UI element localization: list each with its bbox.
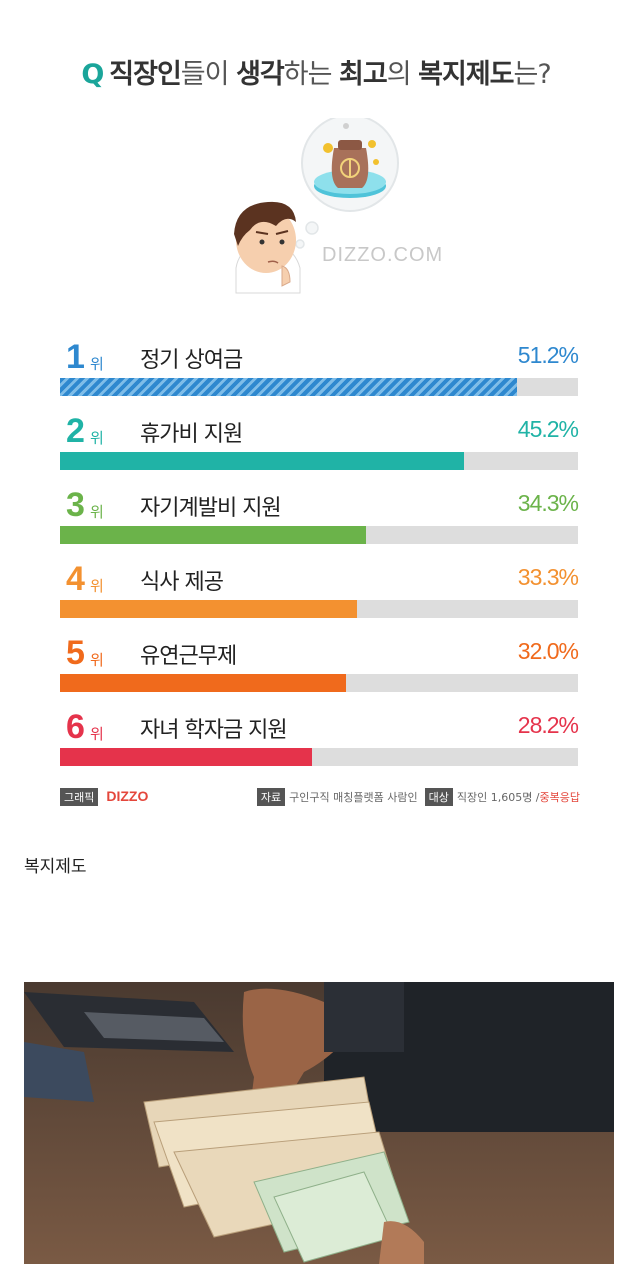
rank-unit: 위 (90, 725, 104, 743)
source-credit: 자료 구인구직 매칭플랫폼 사람인 대상 직장인 1,605명 /중복응답 (256, 788, 580, 806)
item-percent: 33.3% (517, 564, 579, 590)
rank-row: 3 위 자기계발비 지원 34.3% (60, 486, 579, 546)
bar-track (60, 674, 578, 692)
title-part6: 의 (386, 59, 419, 90)
thinking-man-illustration (234, 118, 399, 294)
brand-watermark: DIZZO.COM (322, 244, 444, 266)
rank-number: 5 (66, 634, 85, 672)
banknotes-icon (143, 1076, 410, 1263)
bar-fill (60, 452, 464, 470)
title-part8: 는? (513, 59, 552, 90)
rank-unit: 위 (90, 577, 104, 595)
rank-row: 2 위 휴가비 지원 45.2% (60, 412, 579, 472)
item-label: 정기 상여금 (140, 348, 243, 373)
chart-title: Q 직장인들이 생각하는 최고의 복지제도는? (0, 52, 632, 91)
bar-track (60, 452, 578, 470)
dizzo-logo: DIZZO (106, 788, 149, 804)
graphic-credit: 그래픽 DIZZO (60, 788, 148, 806)
thinking-man-icon (234, 201, 301, 294)
rank-unit: 위 (90, 355, 104, 373)
item-percent: 51.2% (517, 342, 579, 368)
source-text: 구인구직 매칭플랫폼 사람인 (289, 791, 418, 804)
target-text: 직장인 1,605명 / (456, 791, 540, 804)
bar-fill (60, 600, 357, 618)
title-part1: 직장인 (109, 59, 182, 90)
cash-handover-photo (24, 982, 614, 1264)
item-label: 자녀 학자금 지원 (140, 718, 288, 743)
rank-unit: 위 (90, 651, 104, 669)
source-tag: 자료 (256, 788, 286, 806)
target-note: 중복응답 (539, 791, 580, 804)
title-part3: 생각 (236, 59, 285, 90)
item-label: 식사 제공 (140, 570, 224, 595)
item-percent: 45.2% (517, 416, 579, 442)
rank-number: 6 (66, 708, 85, 746)
title-part5: 최고 (339, 59, 388, 90)
title-part2: 들이 (180, 59, 237, 90)
money-bag-icon (323, 123, 379, 188)
rank-unit: 위 (90, 429, 104, 447)
title-q: Q (81, 59, 104, 90)
item-label: 자기계발비 지원 (140, 496, 282, 521)
bar-track (60, 600, 578, 618)
infographic: Q 직장인들이 생각하는 최고의 복지제도는? (0, 52, 632, 808)
rank-row: 6 위 자녀 학자금 지원 28.2% (60, 708, 579, 768)
rank-row: 5 위 유연근무제 32.0% (60, 634, 579, 694)
rank-number: 1 (66, 338, 85, 376)
bar-track (60, 526, 578, 544)
post-caption: 복지제도 (24, 857, 87, 877)
bar-fill (60, 674, 346, 692)
chart-footer: 그래픽 DIZZO 자료 구인구직 매칭플랫폼 사람인 대상 직장인 1,605명 /… (60, 788, 580, 808)
bar-fill (60, 526, 366, 544)
rank-number: 4 (66, 560, 85, 598)
rank-number: 3 (66, 486, 85, 524)
item-percent: 32.0% (517, 638, 579, 664)
bar-track (60, 378, 578, 396)
rank-row: 1 위 정기 상여금 51.2% (60, 338, 579, 398)
target-tag: 대상 (424, 788, 453, 806)
item-label: 휴가비 지원 (140, 422, 243, 447)
bar-fill (60, 378, 517, 396)
rank-number: 2 (66, 412, 85, 450)
rank-row: 4 위 식사 제공 33.3% (60, 560, 579, 620)
title-part7: 복지제도 (418, 59, 514, 90)
item-percent: 28.2% (517, 712, 579, 738)
item-percent: 34.3% (517, 490, 579, 516)
item-label: 유연근무제 (140, 644, 237, 669)
calculator-icon (24, 992, 234, 1102)
bar-track (60, 748, 578, 766)
title-part4: 하는 (283, 59, 340, 90)
bar-fill (60, 748, 312, 766)
graphic-tag: 그래픽 (60, 788, 99, 806)
rank-unit: 위 (90, 503, 104, 521)
